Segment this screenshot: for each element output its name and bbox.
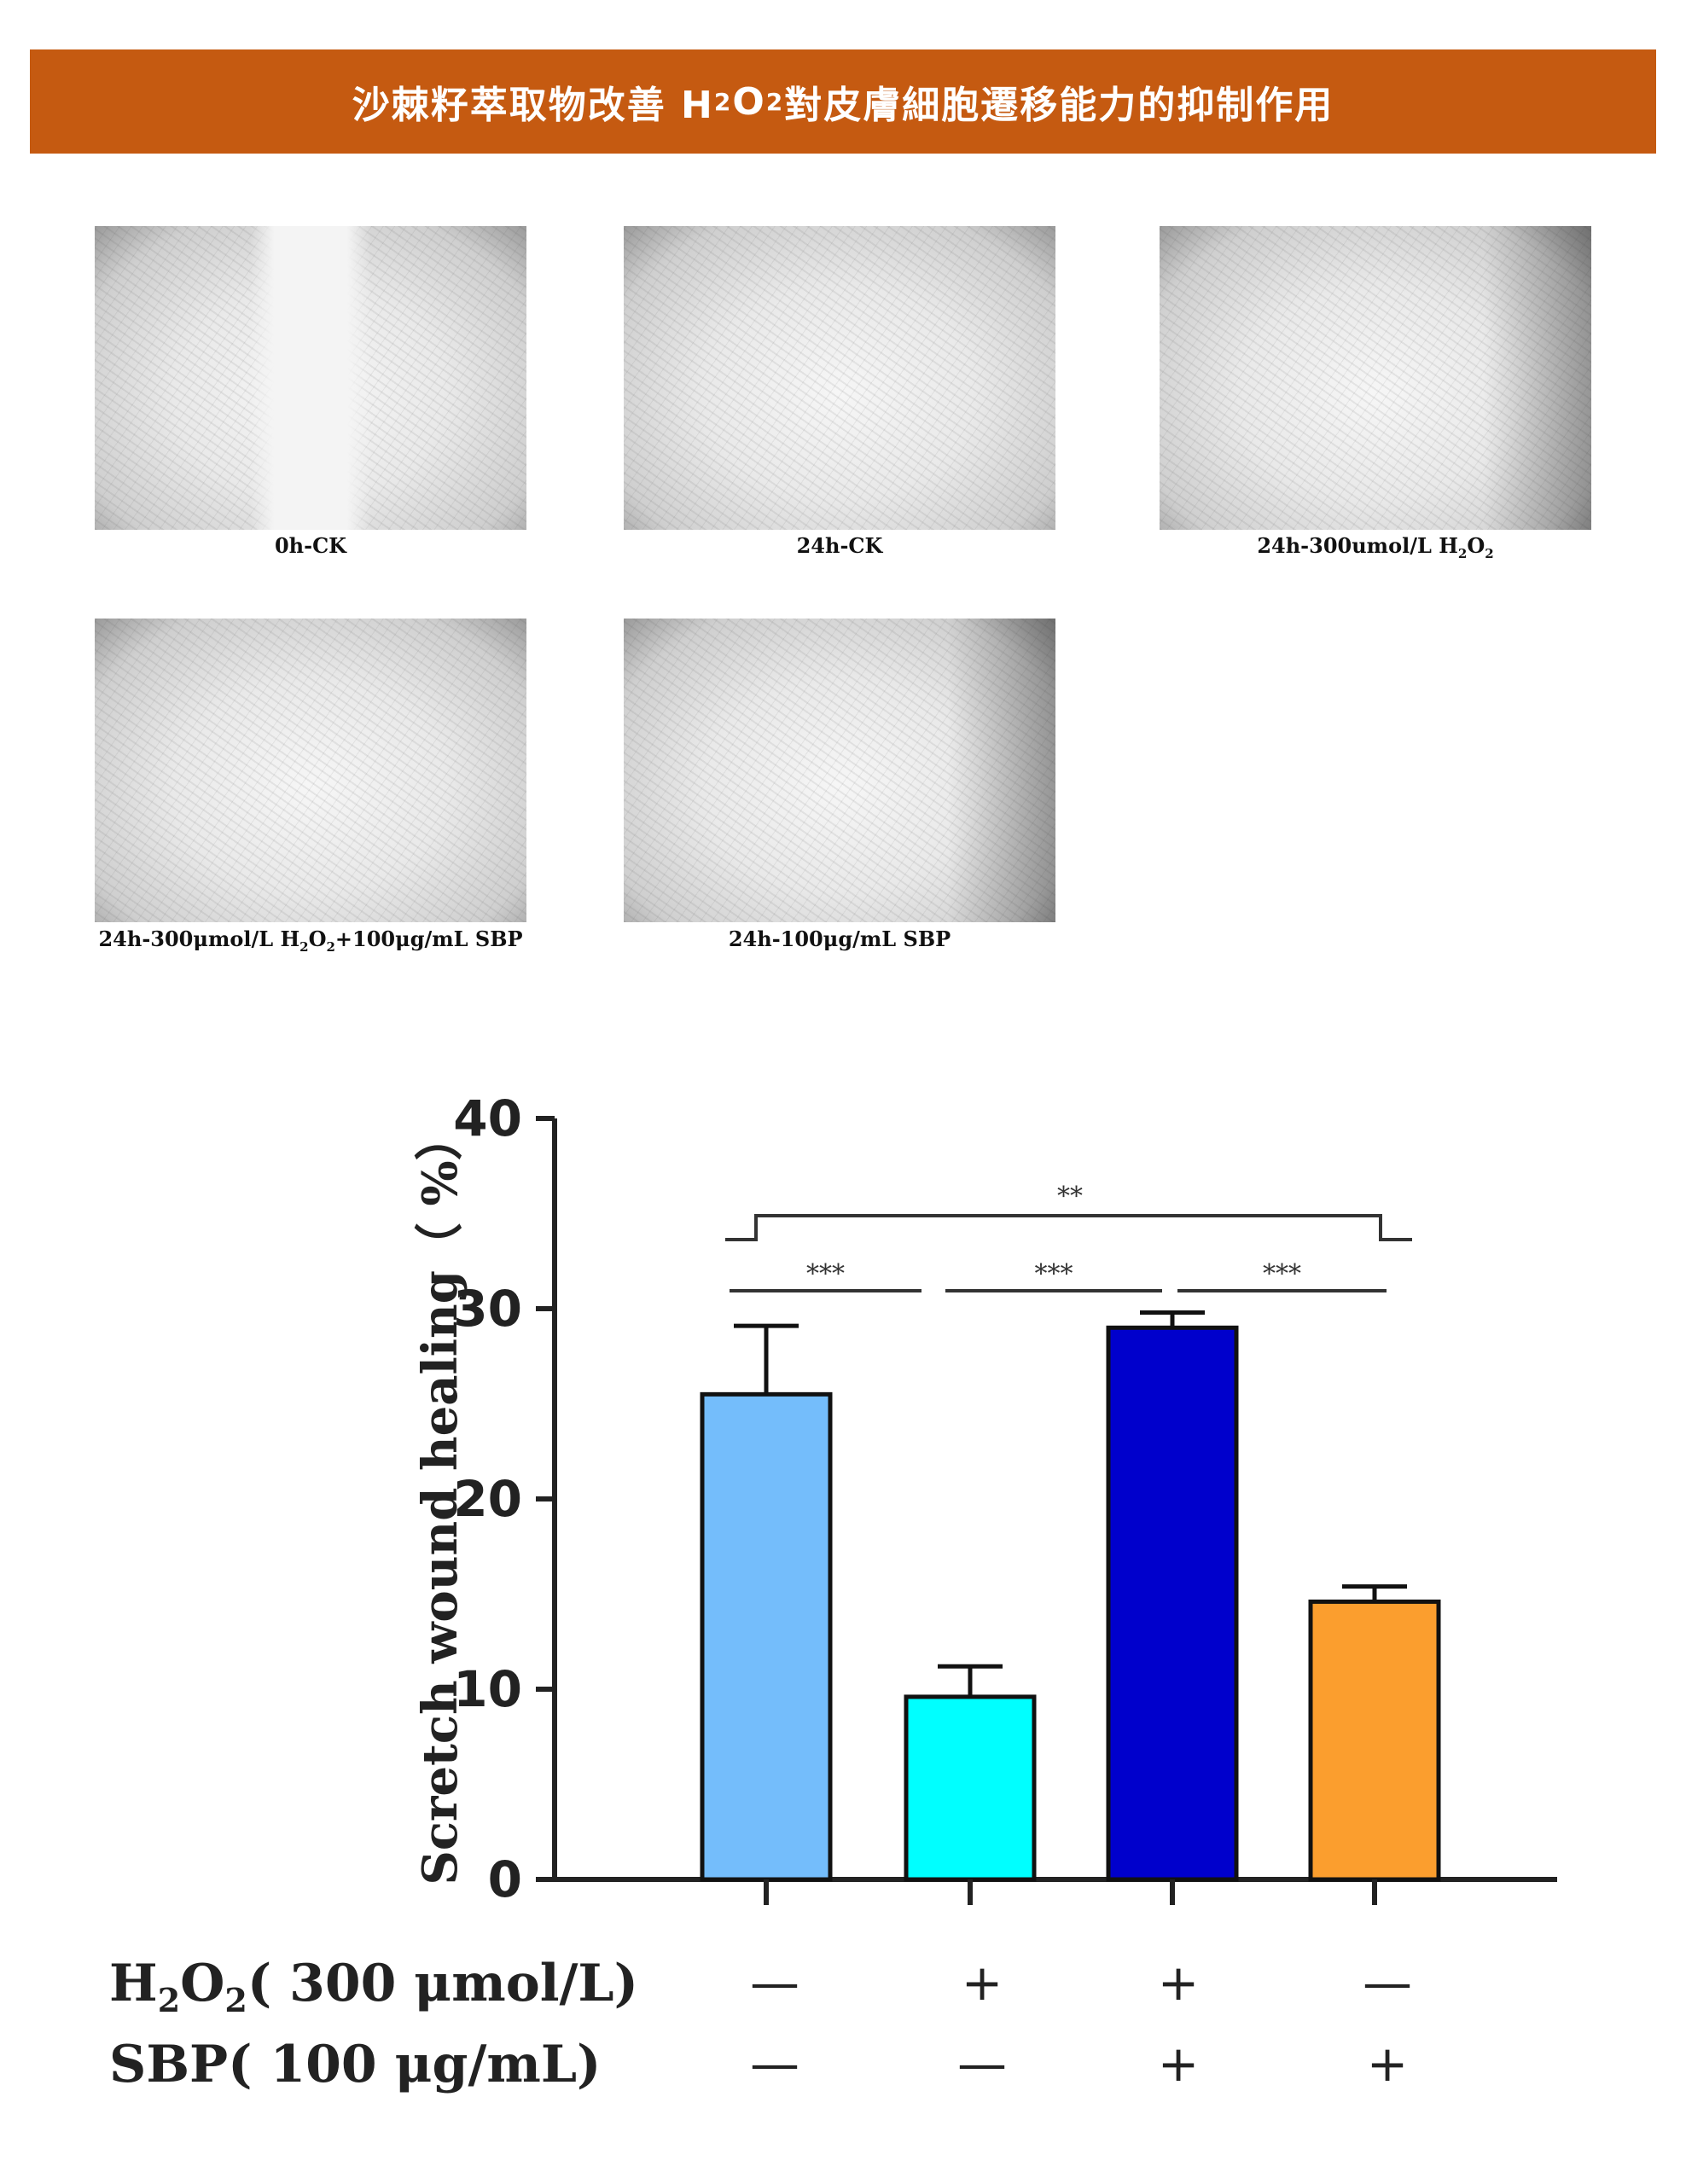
banner-sub1: 2	[713, 87, 733, 116]
cond-sub: 2	[224, 1981, 247, 2019]
condition-label-h2o2: H2O2( 300 μmol/L)	[109, 1954, 638, 2019]
cond-text: O	[180, 1954, 225, 2013]
bar	[700, 1391, 833, 1882]
y-axis-label: Scretch wound healing（ %）	[412, 1112, 468, 1885]
significance-label: ***	[1035, 1259, 1073, 1289]
y-tick-label: 20	[453, 1470, 522, 1528]
condition-label-sbp: SBP( 100 μg/mL)	[109, 2035, 602, 2094]
condition-symbol: —	[1363, 1954, 1412, 2012]
micrograph-24h-h2o2	[1160, 226, 1591, 530]
micrograph-24h-sbp	[624, 619, 1055, 922]
significance-bracket	[725, 1214, 1412, 1241]
caption-24h-sbp: 24h-100μg/mL SBP	[728, 926, 951, 951]
caption-text: 24h-300umol/L H	[1257, 533, 1458, 558]
y-tick-label: 30	[453, 1280, 522, 1338]
significance-label: ***	[1263, 1259, 1301, 1289]
bar	[1308, 1599, 1441, 1882]
caption-sub: 2	[1485, 545, 1494, 561]
condition-symbol: —	[750, 1954, 799, 2012]
significance-label: ***	[806, 1259, 845, 1289]
significance-label: **	[1057, 1182, 1083, 1211]
micrograph-24h-h2o2-sbp	[95, 619, 526, 922]
y-tick-label: 40	[453, 1089, 522, 1147]
condition-symbol: +	[1157, 2035, 1200, 2093]
cond-sub: 2	[157, 1981, 181, 2019]
caption-text: +100μg/mL SBP	[334, 926, 523, 951]
banner-suffix: 對皮膚細胞遷移能力的抑制作用	[784, 84, 1334, 127]
bar	[1106, 1325, 1239, 1882]
caption-sub: 2	[299, 938, 309, 955]
banner-mid: O	[732, 79, 766, 124]
caption-24h-h2o2: 24h-300umol/L H2O2	[1160, 533, 1591, 561]
caption-text: O	[308, 926, 327, 951]
caption-text: 24h-300μmol/L H	[98, 926, 300, 951]
condition-symbol: +	[1157, 1954, 1200, 2012]
condition-symbol: +	[1366, 2035, 1409, 2093]
condition-symbol: —	[750, 2035, 799, 2093]
caption-sub: 2	[326, 938, 335, 955]
caption-24h-h2o2-sbp: 24h-300μmol/L H2O2+100μg/mL SBP	[51, 926, 570, 955]
caption-sub: 2	[1457, 545, 1468, 561]
cond-text: H	[109, 1954, 158, 2013]
bar	[904, 1694, 1037, 1882]
caption-24h-ck: 24h-CK	[796, 533, 883, 558]
y-tick-label: 0	[488, 1850, 522, 1908]
micrograph-0h-ck	[95, 226, 526, 530]
banner-sub2: 2	[765, 87, 785, 116]
y-tick-label: 10	[453, 1660, 522, 1718]
caption-text: O	[1467, 533, 1485, 558]
cond-text: ( 300 μmol/L)	[247, 1954, 638, 2013]
condition-symbol: —	[957, 2035, 1007, 2093]
micrograph-24h-ck	[624, 226, 1055, 530]
condition-symbol: +	[961, 1954, 1003, 2012]
banner-prefix: 沙棘籽萃取物改善 H	[352, 84, 714, 127]
caption-0h-ck: 0h-CK	[274, 533, 347, 558]
